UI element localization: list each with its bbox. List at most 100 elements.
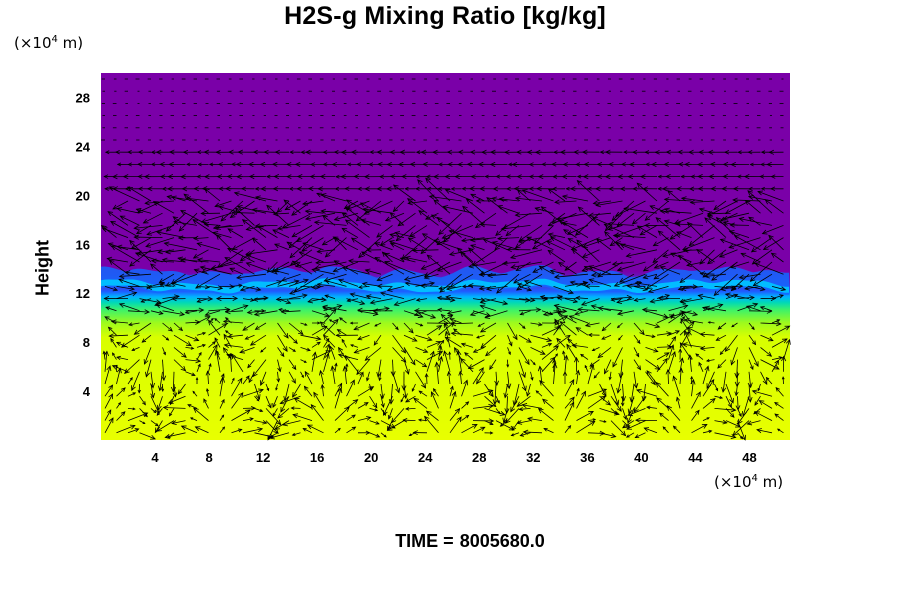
wind-arrow-head (350, 379, 355, 386)
wind-arrow (451, 332, 474, 336)
wind-arrow (404, 273, 428, 281)
wind-arrow-head (594, 186, 601, 192)
wind-arrow-head (180, 365, 187, 372)
wind-arrow (393, 184, 416, 202)
wind-arrow-head (465, 414, 470, 419)
wind-arrow-head (150, 258, 157, 264)
wind-arrow (411, 383, 416, 392)
wind-arrow-head (202, 331, 207, 336)
wind-arrow-head (654, 149, 660, 155)
wind-arrow-head (379, 174, 385, 179)
wind-arrow (599, 395, 611, 406)
wind-arrow (303, 428, 313, 434)
wind-arrow-head (137, 149, 143, 155)
wind-arrow (104, 393, 113, 409)
wind-arrow (150, 371, 154, 388)
wind-arrow-head (344, 406, 350, 412)
wind-arrow-head (597, 272, 603, 278)
wind-arrow (745, 200, 761, 214)
wind-arrow (645, 310, 668, 318)
wind-arrow-head (699, 331, 706, 337)
wind-arrow-head (419, 283, 426, 289)
wind-arrow-head (232, 295, 239, 301)
wind-arrow-head (572, 298, 579, 304)
wind-arrow-head (747, 190, 753, 196)
wind-arrow-head (224, 257, 231, 262)
wind-arrow-head (387, 414, 392, 420)
wind-arrow-head (345, 363, 349, 367)
wind-arrow (684, 319, 704, 324)
wind-arrow-head (129, 424, 136, 430)
wind-arrow-head (611, 215, 618, 222)
wind-arrow (543, 310, 566, 316)
wind-arrow (608, 225, 623, 230)
wind-arrow-head (679, 357, 685, 363)
wind-arrow-head (510, 433, 515, 437)
wind-arrow (646, 370, 658, 385)
wind-arrow (227, 248, 255, 263)
wind-arrow (494, 383, 497, 405)
wind-arrow-head (438, 162, 443, 167)
wind-arrow (576, 327, 589, 336)
wind-arrow-head (245, 226, 252, 232)
wind-arrow (728, 237, 761, 248)
wind-arrow-head (289, 150, 294, 155)
wind-arrow-head (632, 186, 638, 192)
wind-arrow-head (686, 221, 693, 228)
wind-arrow-head (129, 286, 135, 292)
wind-arrow-head (663, 197, 670, 203)
wind-arrow (288, 294, 307, 299)
wind-arrow-head (575, 327, 582, 333)
wind-arrow (320, 321, 336, 336)
wind-arrow-head (250, 297, 255, 302)
wind-arrow (732, 420, 750, 436)
wind-arrow (564, 355, 567, 372)
wind-arrow-head (516, 282, 523, 288)
wind-arrow-head (503, 392, 509, 399)
wind-arrow (476, 371, 485, 384)
wind-arrow (659, 412, 669, 421)
wind-arrow-head (208, 363, 212, 367)
wind-arrow (577, 308, 600, 312)
wind-arrow (681, 286, 704, 290)
wind-arrow (500, 420, 508, 427)
wind-arrow-head (276, 280, 283, 286)
wind-arrow-head (710, 186, 716, 192)
wind-arrow-head (757, 388, 761, 392)
wind-arrow (163, 407, 186, 409)
wind-arrow-head (145, 371, 150, 378)
wind-arrow (690, 200, 715, 203)
wind-arrow-head (301, 200, 308, 206)
wind-arrow-head (317, 321, 321, 325)
wind-arrow (392, 371, 400, 393)
wind-arrow-head (364, 355, 371, 361)
wind-arrow (468, 261, 497, 268)
wind-arrow (670, 310, 692, 318)
wind-arrow-head (286, 241, 293, 247)
wind-arrow-head (342, 365, 348, 372)
wind-arrow-head (497, 204, 503, 210)
wind-arrow (526, 236, 554, 251)
wind-arrow-head (491, 196, 498, 202)
wind-arrow (104, 351, 108, 372)
wind-arrow-head (358, 252, 364, 259)
wind-arrow (680, 318, 692, 336)
wind-arrow (272, 269, 290, 275)
wind-arrow-head (458, 370, 463, 376)
wind-arrow (284, 383, 290, 401)
wind-arrow-head (197, 363, 201, 368)
wind-arrow (369, 420, 380, 425)
wind-arrow-head (168, 149, 175, 155)
wind-arrow-head (539, 380, 545, 386)
wind-arrow-head (489, 421, 494, 425)
wind-arrow-head (302, 428, 307, 432)
wind-arrow-head (751, 389, 758, 395)
wind-arrow-head (774, 359, 779, 365)
wind-arrow-head (359, 371, 364, 377)
wind-arrow (425, 178, 451, 202)
wind-arrow-head (365, 430, 371, 435)
wind-arrow-head (199, 265, 206, 271)
wind-arrow-head (384, 260, 390, 266)
wind-arrow (548, 233, 566, 238)
wind-arrow-head (709, 161, 716, 167)
